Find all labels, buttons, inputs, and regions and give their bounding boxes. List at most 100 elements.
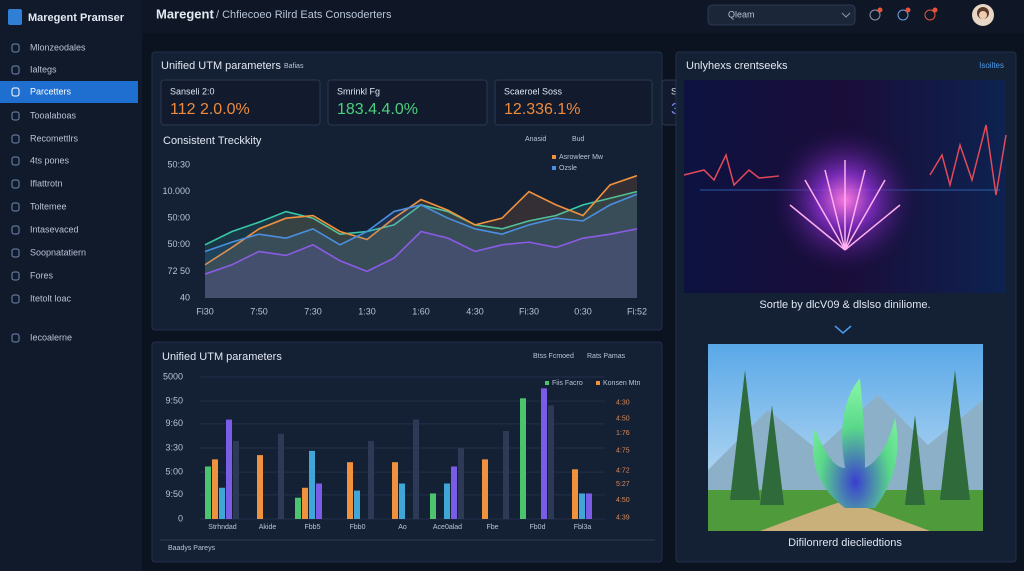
gallery-link[interactable]: Isoiltes — [979, 61, 1004, 70]
menu-item[interactable]: Parcetters — [30, 86, 72, 96]
y-tick-label: 50:00 — [167, 239, 190, 249]
area — [205, 175, 637, 298]
menu-item[interactable]: Itetolt loac — [30, 293, 72, 303]
x-tick-label: 4:30 — [466, 306, 484, 316]
menu-item[interactable]: Soopnatatiern — [30, 247, 86, 257]
menu-icon — [11, 294, 20, 304]
legend-swatch — [596, 381, 600, 385]
burst — [789, 160, 901, 251]
bar — [458, 448, 464, 519]
image-caption: Sortle by dlcV09 & dlslso diniliome. — [759, 299, 930, 311]
menu-icon — [11, 202, 20, 212]
icon[interactable] — [897, 9, 909, 21]
active-item[interactable] — [0, 81, 138, 103]
bar — [205, 466, 211, 519]
menu-icon — [11, 271, 20, 281]
stat-value: 112 2.0.0% — [170, 101, 250, 118]
y2-tick-label: 4:50 — [616, 497, 630, 504]
y2-tick-label: 5:27 — [616, 481, 630, 488]
bar — [451, 466, 457, 519]
menu-icon — [11, 134, 20, 144]
y-tick-label: 9:50 — [165, 489, 183, 499]
x-tick-label: 1:30 — [358, 306, 376, 316]
x-tick-label: Fi:30 — [519, 306, 539, 316]
area — [205, 228, 637, 298]
chart-control[interactable]: Rats Pamas — [587, 353, 626, 360]
y2-tick-label: 4:50 — [616, 415, 630, 422]
y-tick-label: 72 50 — [167, 266, 190, 276]
search-text[interactable]: Qleam — [728, 9, 755, 19]
bar — [212, 459, 218, 519]
bar — [482, 459, 488, 519]
y-tick-label: 5000 — [163, 371, 183, 381]
bar — [413, 419, 419, 519]
stat-card — [327, 79, 488, 126]
menu-item[interactable]: Mlonzeodales — [30, 42, 86, 52]
bar — [309, 450, 315, 519]
menu-item[interactable]: Iecoalerne — [30, 332, 72, 342]
line — [204, 174, 638, 266]
bar — [316, 483, 322, 519]
menu-icon — [11, 111, 20, 121]
bar — [548, 405, 554, 519]
x-tick-label: Ace0alad — [433, 524, 462, 531]
y2-tick-label: 4:39 — [616, 515, 630, 522]
y2-tick-label: 1:76 — [616, 430, 630, 437]
y-tick-label: 50:30 — [167, 159, 190, 169]
chevron[interactable] — [834, 325, 852, 334]
menu-item[interactable]: Iflattrotn — [30, 178, 63, 188]
menu-item[interactable]: Tooalaboas — [30, 110, 77, 120]
image-landscape — [708, 344, 983, 531]
stat-value: 12.336.1% — [504, 101, 581, 118]
x-tick-label: Fbl3a — [574, 524, 592, 531]
legend-label: Fiis Facro — [552, 380, 583, 387]
legend-label: Ozsle — [559, 165, 577, 172]
image-caption: Difilonrerd diecliedtions — [788, 537, 902, 549]
menu-item[interactable]: Recomettlrs — [30, 133, 79, 143]
menu-icon — [11, 156, 20, 166]
chart-footer: Baadys Pareys — [168, 545, 216, 552]
badge — [877, 7, 883, 13]
y2-tick-label: 4:75 — [616, 448, 630, 455]
x-tick-label: Fbb5 — [305, 524, 321, 531]
menu-item[interactable]: Fores — [30, 270, 54, 280]
icon[interactable] — [869, 9, 881, 21]
bar — [579, 493, 585, 519]
y2-tick-label: 4:72 — [616, 468, 630, 475]
trees — [730, 370, 970, 505]
menu-icon — [11, 333, 20, 343]
menu-item[interactable]: Ialtegs — [30, 64, 57, 74]
bar — [257, 455, 263, 519]
x-tick-label: 1:60 — [412, 306, 430, 316]
legend-label: Konsen Mtn — [603, 380, 640, 387]
bar — [572, 469, 578, 519]
y-tick-label: 40 — [180, 292, 190, 302]
menu-item[interactable]: 4ts pones — [30, 155, 70, 165]
stat-label: Sanseli 2:0 — [170, 86, 215, 96]
bar — [430, 493, 436, 519]
path — [760, 501, 930, 531]
chart-title: Consistent Treckkity — [163, 135, 262, 147]
menu-item[interactable]: Toltemee — [30, 201, 67, 211]
bar — [444, 483, 450, 519]
bar — [278, 433, 284, 519]
legend-swatch — [552, 166, 556, 170]
chart-control[interactable]: Btss Fcmoed — [533, 353, 574, 360]
waveform — [683, 124, 1007, 196]
image-abstract — [683, 80, 1007, 293]
menu-item[interactable]: Intasevaced — [30, 224, 79, 234]
bar — [399, 483, 405, 519]
chart-control[interactable]: Bud — [572, 136, 585, 143]
search-box[interactable] — [707, 4, 856, 26]
x-tick-label: Fi30 — [196, 306, 214, 316]
area — [205, 194, 637, 298]
icon[interactable] — [924, 9, 936, 21]
chart-control[interactable]: Anasid — [525, 136, 547, 143]
y-tick-label: 0 — [178, 513, 183, 523]
x-tick-label: Strhndad — [208, 524, 237, 531]
bar — [354, 490, 360, 519]
y-tick-label: 10.000 — [162, 186, 190, 196]
legend-swatch — [545, 381, 549, 385]
